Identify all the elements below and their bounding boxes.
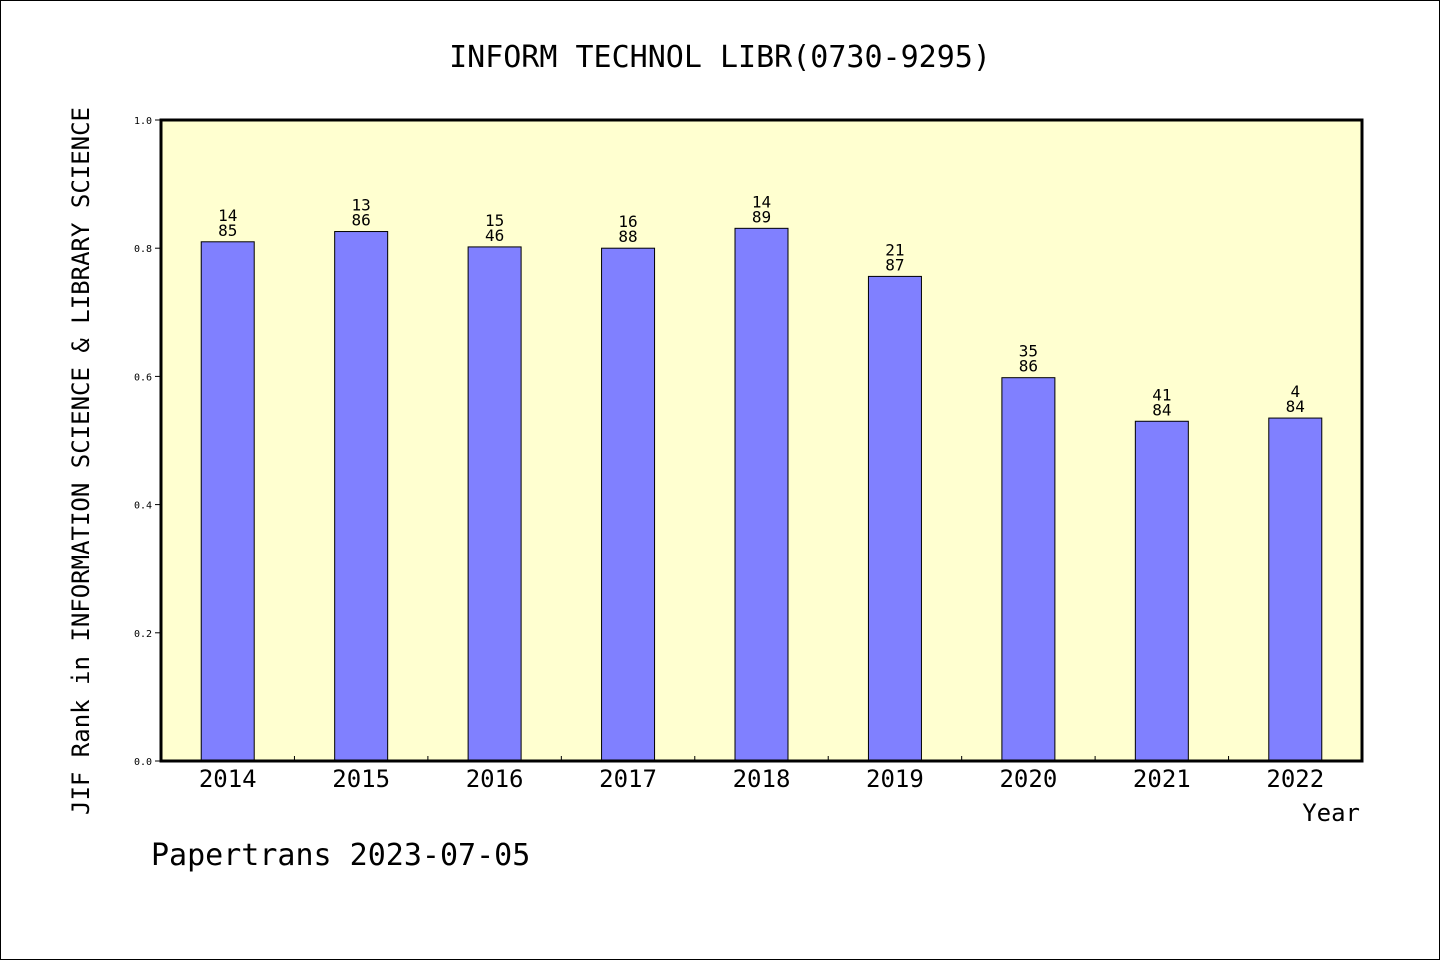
bar-label-top-2016: 15	[485, 211, 504, 230]
bar-label-top-2014: 14	[218, 206, 237, 225]
bar-label-top-2021: 41	[1152, 385, 1171, 404]
y-axis-label: JIF Rank in INFORMATION SCIENCE & LIBRAR…	[67, 107, 95, 815]
bar-label-bottom-2014: 85	[218, 221, 237, 240]
bar-2016	[467, 246, 522, 762]
bar-2021	[1134, 420, 1189, 762]
bar-2020	[1001, 377, 1056, 762]
y-tick-label-0.0: 0.0	[134, 757, 152, 768]
chart-title: INFORM TECHNOL LIBR(0730-9295)	[449, 40, 991, 75]
x-tick-label-2014: 2014	[199, 765, 257, 793]
bar-label-bottom-2018: 89	[752, 207, 771, 226]
x-ticks: 2014 2015 2016 2017 2018 2019 2020 2021 2022	[199, 756, 1324, 793]
x-tick-label-2022: 2022	[1266, 765, 1324, 793]
bar-label-top-2020: 35	[1019, 342, 1038, 361]
x-tick-label-2015: 2015	[332, 765, 390, 793]
y-tick-label-0.8: 0.8	[134, 244, 152, 255]
bar-label-top-2022: 4	[1290, 382, 1300, 401]
bar-label-top-2019: 21	[885, 240, 904, 259]
footer-credit: Papertrans 2023-07-05	[151, 838, 530, 873]
bar-2019	[867, 275, 922, 762]
y-tick-label-0.4: 0.4	[134, 501, 152, 512]
bar-2015	[334, 231, 389, 762]
x-tick-label-2017: 2017	[599, 765, 657, 793]
y-tick-label-0.6: 0.6	[134, 372, 152, 383]
x-tick-label-2020: 2020	[999, 765, 1057, 793]
bar-2018	[734, 227, 789, 762]
bar-label-top-2015: 13	[352, 196, 371, 215]
bar-2022	[1268, 417, 1323, 762]
bar-label-bottom-2017: 88	[618, 227, 637, 246]
plot-border	[159, 118, 1364, 763]
x-tick-label-2018: 2018	[733, 765, 791, 793]
bar-2014	[200, 241, 255, 762]
y-tick-label-0.2: 0.2	[134, 629, 152, 640]
bar-label-bottom-2022: 84	[1286, 397, 1305, 416]
y-ticks: 0.0 0.2 0.4 0.6 0.8 1.0	[134, 116, 161, 768]
bar-label-bottom-2015: 86	[352, 211, 371, 230]
x-tick-label-2019: 2019	[866, 765, 924, 793]
x-tick-label-2021: 2021	[1133, 765, 1191, 793]
x-tick-label-2016: 2016	[466, 765, 524, 793]
bar-label-bottom-2021: 84	[1152, 400, 1171, 419]
bar-2017	[601, 247, 656, 762]
y-tick-label-1.0: 1.0	[134, 116, 152, 127]
bar-label-bottom-2020: 86	[1019, 357, 1038, 376]
bar-label-top-2018: 14	[752, 192, 771, 211]
bars-group	[200, 227, 1323, 762]
x-axis-label: Year	[1302, 799, 1360, 827]
bar-label-bottom-2016: 46	[485, 226, 504, 245]
bar-label-top-2017: 16	[618, 212, 637, 231]
bar-label-bottom-2019: 87	[885, 255, 904, 274]
